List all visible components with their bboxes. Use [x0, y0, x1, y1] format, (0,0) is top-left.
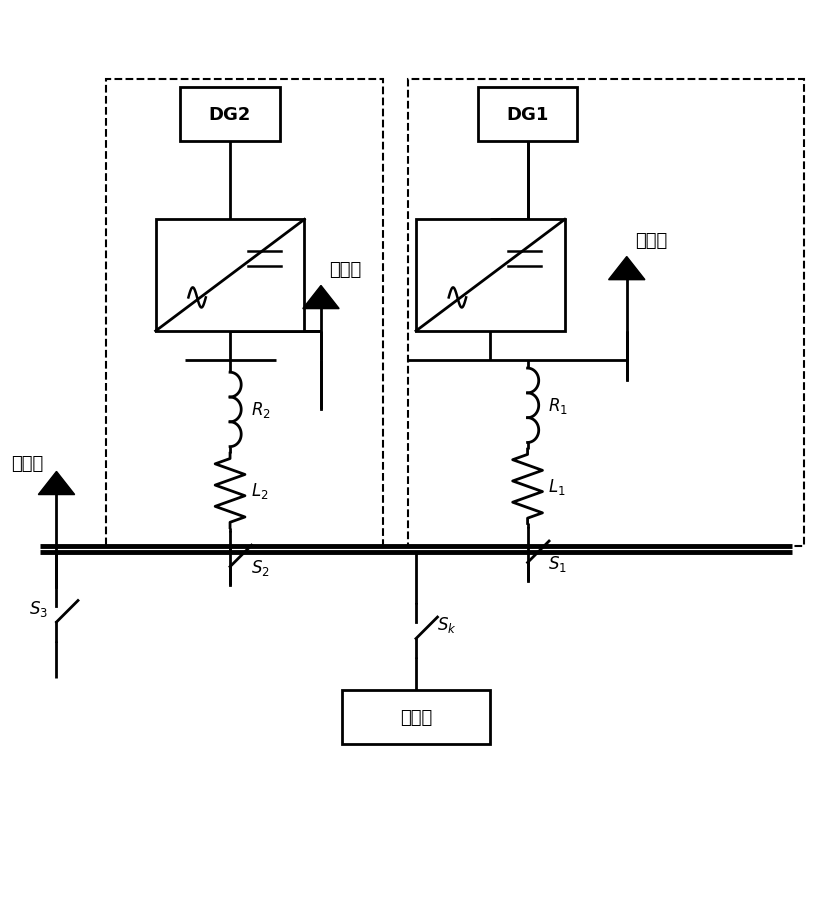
Text: $L_2$: $L_2$ [250, 481, 268, 501]
Bar [478, 88, 577, 142]
Text: $S_3$: $S_3$ [29, 598, 48, 618]
Text: $R_2$: $R_2$ [250, 400, 270, 420]
Bar [156, 220, 305, 332]
Text: 负荷３: 负荷３ [11, 455, 43, 472]
Text: $S_1$: $S_1$ [548, 553, 567, 573]
Text: $S_k$: $S_k$ [437, 615, 456, 635]
Polygon shape [608, 257, 645, 280]
Text: 大电网: 大电网 [400, 709, 432, 727]
Polygon shape [38, 471, 75, 495]
Text: $S_2$: $S_2$ [250, 557, 270, 577]
Text: $R_1$: $R_1$ [548, 396, 568, 415]
Text: DG1: DG1 [507, 106, 549, 124]
Bar [106, 80, 383, 546]
Text: 负荷２: 负荷２ [329, 261, 361, 278]
Text: 负荷１: 负荷１ [635, 232, 667, 250]
Bar [342, 691, 490, 744]
Text: DG2: DG2 [209, 106, 251, 124]
Bar [408, 80, 805, 546]
Polygon shape [303, 286, 339, 310]
Bar [416, 220, 565, 332]
Bar [181, 88, 280, 142]
Text: $L_1$: $L_1$ [548, 477, 566, 497]
